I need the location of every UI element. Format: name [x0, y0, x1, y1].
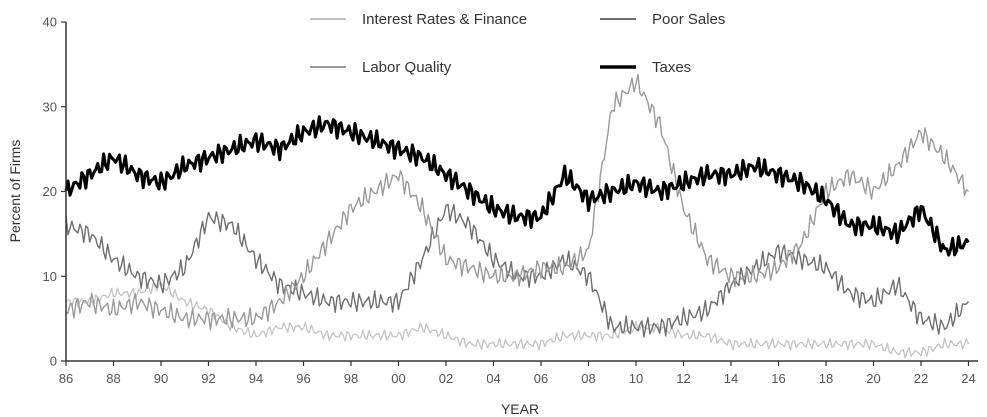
x-tick-label: 88 [106, 371, 120, 386]
series-line-0 [65, 282, 970, 359]
x-tick-label: 96 [296, 371, 310, 386]
series-layer [64, 73, 970, 359]
y-tick-label: 30 [43, 99, 57, 114]
series-line-2 [65, 73, 969, 331]
x-tick-label: 94 [249, 371, 263, 386]
y-tick-label: 20 [43, 184, 57, 199]
x-tick-label: 12 [676, 371, 690, 386]
x-tick-label: 02 [439, 371, 453, 386]
x-tick-label: 24 [961, 371, 975, 386]
legend: Interest Rates & Finance Poor Sales Labor … [310, 11, 725, 76]
series-line-3 [64, 115, 970, 257]
x-tick-label: 08 [581, 371, 595, 386]
x-tick-label: 16 [771, 371, 785, 386]
plot-area [64, 73, 970, 359]
legend-label-0: Interest Rates & Finance [362, 11, 527, 28]
x-tick-label: 18 [819, 371, 833, 386]
x-tick-label: 86 [59, 371, 73, 386]
y-tick-label: 40 [43, 15, 57, 30]
x-tick-label: 04 [486, 371, 500, 386]
x-tick-label: 00 [391, 371, 405, 386]
x-tick-label: 90 [154, 371, 168, 386]
x-tick-label: 06 [534, 371, 548, 386]
x-axis-title: YEAR [501, 401, 539, 417]
y-tick-label: 10 [43, 269, 57, 284]
x-tick-label: 10 [629, 371, 643, 386]
axes: 0 10 20 30 40 86 88 90 92 94 96 98 00 02 04 06 08 10 12 14… [7, 15, 978, 417]
x-tick-label: 14 [724, 371, 738, 386]
legend-label-2: Labor Quality [362, 59, 452, 76]
legend-label-1: Poor Sales [652, 11, 725, 28]
y-tick-label: 0 [50, 354, 57, 369]
x-ticks: 86 88 90 92 94 96 98 00 02 04 06 08 10 12 14 16 18 20 22 24 [59, 361, 976, 386]
x-tick-label: 20 [866, 371, 880, 386]
x-tick-label: 98 [344, 371, 358, 386]
y-axis-title: Percent of Firms [7, 140, 23, 243]
y-ticks: 0 10 20 30 40 [43, 15, 66, 369]
x-tick-label: 92 [201, 371, 215, 386]
legend-label-3: Taxes [652, 59, 691, 76]
x-tick-label: 22 [914, 371, 928, 386]
